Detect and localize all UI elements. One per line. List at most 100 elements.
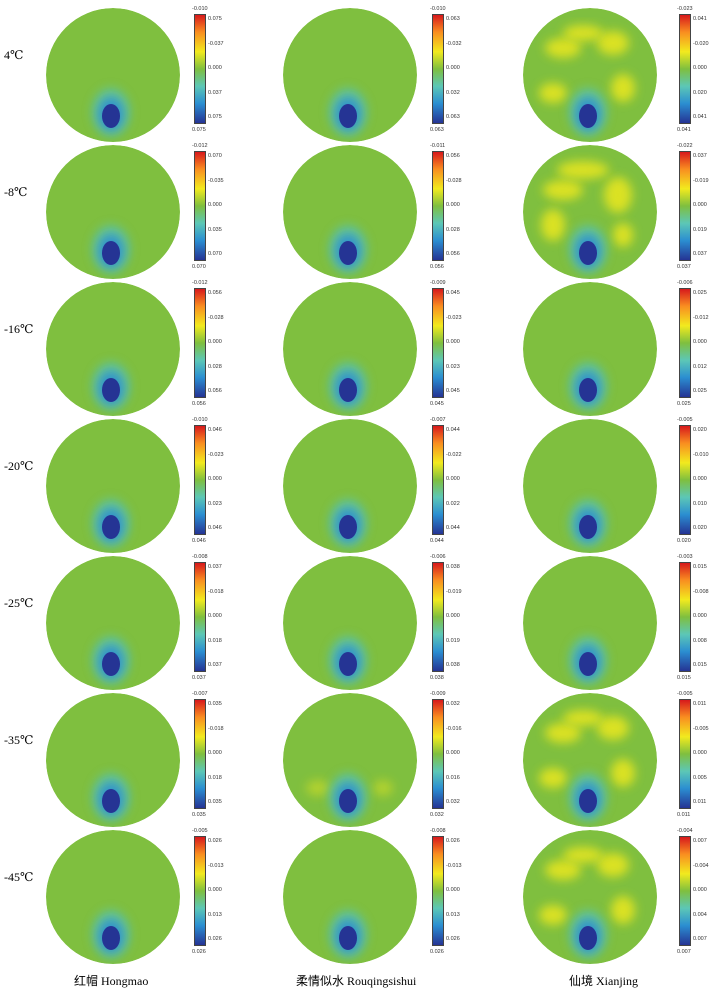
high-value-patch xyxy=(543,180,583,200)
colorbar-top-value: -0.009 xyxy=(430,691,446,697)
colorbar-tick-label: 0.075 xyxy=(208,16,222,22)
colorbar-tick-label: -0.035 xyxy=(208,177,224,184)
colorbar-top-value: -0.007 xyxy=(192,691,208,697)
colorbar-tick-label: 0.000 xyxy=(208,750,222,756)
colorbar-bottom-value: 0.025 xyxy=(677,401,691,407)
colorbar-tick-label: 0.000 xyxy=(208,887,222,893)
colorbar-tick-label: 0.000 xyxy=(208,65,222,71)
colorbar-tick-label: 0.037 xyxy=(208,564,222,570)
colorbar-tick-label: 0.037 xyxy=(693,251,707,257)
colorbar-tick-label: 0.000 xyxy=(693,65,707,71)
colorbar-tick-label: 0.046 xyxy=(208,525,222,531)
colorbar-tick-label: 0.015 xyxy=(693,564,707,570)
colorbar xyxy=(194,699,206,809)
anomaly-core xyxy=(579,241,597,265)
colorbar-top-value: -0.009 xyxy=(430,280,446,286)
colorbar xyxy=(679,151,691,261)
colorbar-tick-label: 0.005 xyxy=(693,774,707,781)
map-background xyxy=(283,8,417,142)
colorbar-tick-label: 0.032 xyxy=(446,799,460,805)
colorbar-tick-label: 0.037 xyxy=(693,153,707,159)
colorbar-tick-label: 0.015 xyxy=(693,662,707,668)
distribution-map-svg xyxy=(523,145,657,279)
column-label-variety: 柔情似水 Rouqingsishui xyxy=(296,974,417,988)
colorbar-bottom-value: 0.046 xyxy=(192,538,206,544)
colorbar-tick-label: 0.038 xyxy=(446,662,460,668)
colorbar-top-value: -0.008 xyxy=(192,554,208,560)
colorbar-tick-label: 0.013 xyxy=(446,911,460,918)
colorbar-tick-label: 0.056 xyxy=(446,251,460,257)
colorbar-tick-label: 0.026 xyxy=(208,936,222,942)
colorbar-tick-label: 0.032 xyxy=(446,701,460,707)
colorbar xyxy=(432,151,444,261)
anomaly-core xyxy=(102,652,120,676)
map-background xyxy=(523,282,657,416)
anomaly-core xyxy=(579,104,597,128)
column-label-variety: 仙境 Xianjing xyxy=(569,974,638,988)
distribution-map-svg xyxy=(523,693,657,827)
colorbar-tick-label: 0.000 xyxy=(693,476,707,482)
distribution-map-svg xyxy=(283,693,417,827)
distribution-map-svg xyxy=(46,830,180,964)
colorbar-top-value: -0.023 xyxy=(677,6,693,12)
distribution-map-svg xyxy=(283,556,417,690)
high-value-patch xyxy=(306,780,330,796)
colorbar-tick-label: 0.008 xyxy=(693,637,707,644)
colorbar-tick-label: 0.000 xyxy=(446,476,460,482)
colorbar-tick-label: 0.000 xyxy=(208,613,222,619)
distribution-map xyxy=(523,556,657,690)
colorbar-tick-label: -0.018 xyxy=(208,588,224,595)
high-value-patch xyxy=(597,31,629,55)
colorbar-bottom-value: 0.038 xyxy=(430,675,444,681)
anomaly-core xyxy=(102,515,120,539)
colorbar-tick-label: -0.023 xyxy=(208,451,224,458)
row-label-temperature: -16℃ xyxy=(4,322,34,336)
colorbar xyxy=(679,836,691,946)
colorbar-tick-label: 0.075 xyxy=(208,114,222,120)
colorbar-bottom-value: 0.011 xyxy=(677,812,691,818)
colorbar-tick-label: -0.004 xyxy=(693,862,709,869)
anomaly-core xyxy=(339,378,357,402)
distribution-map-svg xyxy=(46,8,180,142)
colorbar-tick-label: 0.056 xyxy=(446,153,460,159)
colorbar-tick-label: 0.000 xyxy=(446,65,460,71)
distribution-map-svg xyxy=(283,419,417,553)
colorbar xyxy=(194,562,206,672)
map-background xyxy=(46,8,180,142)
anomaly-core xyxy=(102,104,120,128)
colorbar xyxy=(432,699,444,809)
colorbar-bottom-value: 0.020 xyxy=(677,538,691,544)
colorbar-tick-label: 0.035 xyxy=(208,226,222,233)
colorbar-tick-label: 0.018 xyxy=(208,774,222,781)
high-value-patch xyxy=(611,74,635,102)
colorbar-bottom-value: 0.032 xyxy=(430,812,444,818)
colorbar-bottom-value: 0.044 xyxy=(430,538,444,544)
colorbar-tick-label: 0.000 xyxy=(446,202,460,208)
colorbar-bottom-value: 0.026 xyxy=(430,949,444,955)
high-value-patch xyxy=(597,853,629,877)
high-value-patch xyxy=(545,723,581,743)
row-label-temperature: -45℃ xyxy=(4,870,34,884)
colorbar-tick-label: 0.025 xyxy=(693,388,707,394)
colorbar-tick-label: 0.019 xyxy=(693,226,707,233)
colorbar-tick-label: 0.007 xyxy=(693,838,707,844)
high-value-patch xyxy=(597,716,629,740)
distribution-map xyxy=(523,282,657,416)
colorbar-tick-label: 0.028 xyxy=(208,363,222,370)
colorbar-tick-label: -0.005 xyxy=(693,725,709,732)
colorbar-top-value: -0.010 xyxy=(192,417,208,423)
anomaly-core xyxy=(339,789,357,813)
anomaly-core xyxy=(339,926,357,950)
distribution-map xyxy=(46,830,180,964)
colorbar-tick-label: 0.018 xyxy=(208,637,222,644)
colorbar-tick-label: 0.004 xyxy=(693,911,707,918)
colorbar xyxy=(679,288,691,398)
colorbar-tick-label: 0.056 xyxy=(208,290,222,296)
high-value-patch xyxy=(539,905,567,925)
anomaly-core xyxy=(579,789,597,813)
high-value-patch xyxy=(563,25,603,41)
colorbar-tick-label: 0.063 xyxy=(446,16,460,22)
distribution-map-svg xyxy=(283,145,417,279)
colorbar-tick-label: 0.026 xyxy=(446,838,460,844)
anomaly-core xyxy=(339,241,357,265)
